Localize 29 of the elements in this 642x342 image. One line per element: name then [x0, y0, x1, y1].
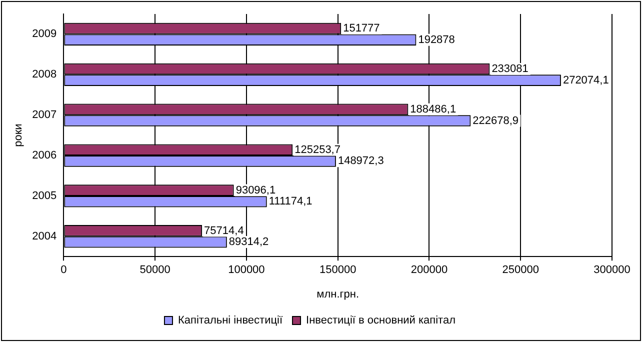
y-tick-label: 2004: [32, 230, 57, 242]
data-label: 188486,1: [410, 103, 456, 116]
y-axis-title: роки: [12, 124, 25, 147]
x-tick-label: 50000: [140, 264, 170, 276]
x-tick-label: 100000: [228, 264, 265, 276]
data-label: 125253,7: [294, 144, 340, 156]
data-label: 272074,1: [562, 74, 609, 86]
legend-label: Інвестиції в основний капітал: [306, 314, 456, 327]
data-label: 148972,3: [338, 155, 384, 168]
x-axis-title: млн.грн.: [316, 288, 360, 300]
y-tick-label: 2008: [32, 68, 57, 81]
y-tick-label: 2009: [32, 28, 57, 40]
y-tick-label: 2007: [32, 109, 57, 122]
y-tick-label: 2006: [32, 150, 57, 162]
data-label: 89314,2: [228, 236, 269, 248]
x-tick-label: 0: [60, 264, 67, 276]
x-tick-label: 200000: [410, 264, 448, 276]
data-label: 233081: [492, 63, 528, 76]
legend-label: Капітальні інвестиції: [178, 314, 283, 327]
y-tick-label: 2005: [32, 190, 57, 202]
data-label: 222678,9: [472, 114, 519, 127]
data-label: 192878: [418, 34, 455, 46]
data-label: 93096,1: [236, 184, 276, 196]
data-label: 75714,4: [204, 224, 244, 237]
x-tick-label: 250000: [502, 264, 539, 276]
data-label: 111174,1: [268, 196, 312, 208]
x-tick-label: 150000: [319, 264, 356, 276]
data-label: 151777: [343, 22, 380, 35]
x-tick-label: 300000: [594, 264, 630, 276]
